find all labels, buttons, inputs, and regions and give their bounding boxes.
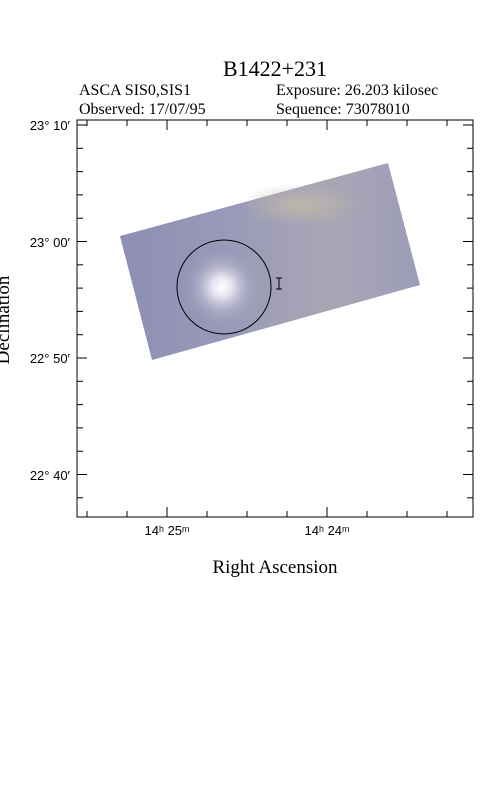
observed: Observed: 17/07/95	[79, 101, 206, 118]
y-tick-label: 23° 00′	[30, 235, 71, 250]
x-tick-label: 14ʰ 24ᵐ	[305, 523, 350, 538]
plot-frame	[76, 119, 474, 518]
diffuse-emission	[240, 183, 360, 227]
marker	[276, 277, 282, 290]
exposure: Exposure: 26.203 kilosec	[276, 82, 438, 99]
image	[120, 163, 420, 360]
y-axis-label: Declination	[0, 275, 14, 364]
title: B1422+231	[223, 56, 327, 81]
sequence: Sequence: 73078010	[276, 101, 410, 118]
source-region	[176, 239, 272, 335]
x-tick-label: 14ʰ 25ᵐ	[145, 523, 190, 538]
instrument: ASCA SIS0,SIS1	[79, 82, 191, 99]
y-tick-label: 22° 50′	[30, 351, 71, 366]
source	[182, 247, 262, 327]
x-axis-label: Right Ascension	[212, 557, 338, 578]
ticks	[77, 120, 473, 517]
y-tick-label: 23° 10′	[30, 118, 71, 133]
y-tick-label: 22° 40′	[30, 468, 71, 483]
